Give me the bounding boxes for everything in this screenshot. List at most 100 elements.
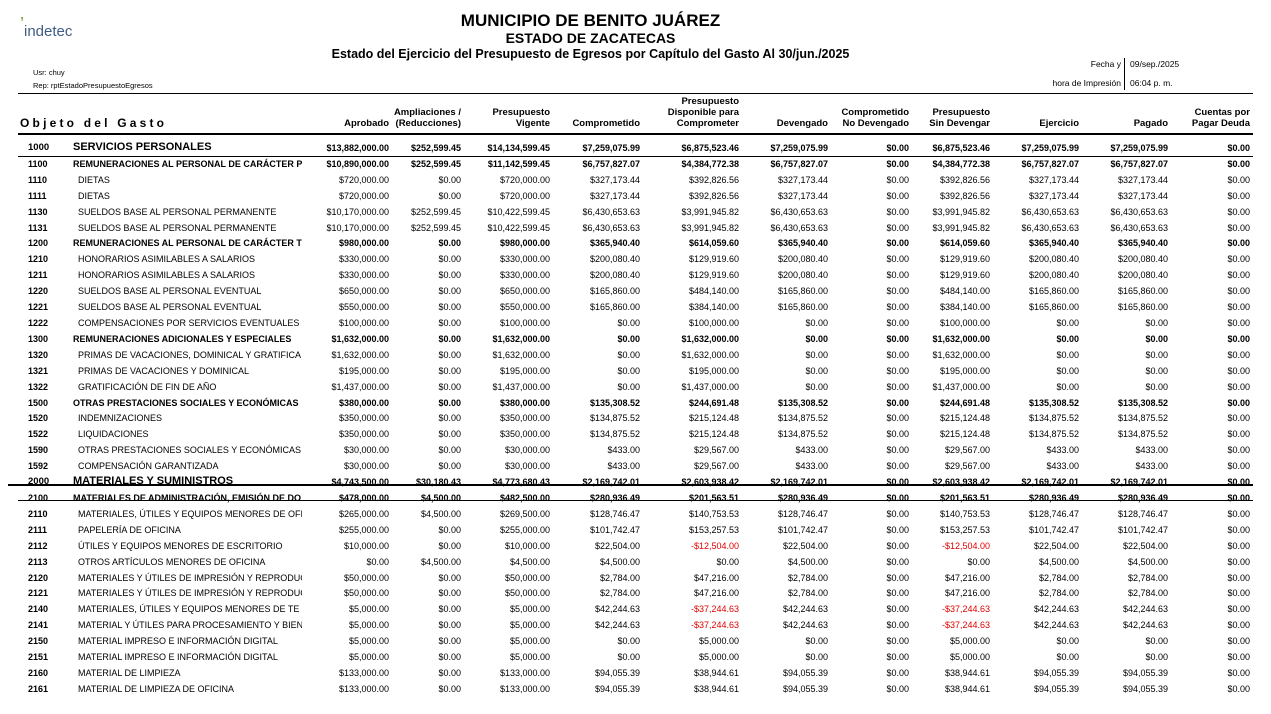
amount: $614,059.60: [688, 238, 739, 249]
account-name: OTROS ARTÍCULOS MENORES DE OFICINA: [78, 556, 266, 567]
amount: $0.00: [438, 429, 461, 440]
amount: $0.00: [438, 174, 461, 185]
amount: $10,000.00: [504, 540, 550, 551]
amount: $0.00: [1227, 572, 1250, 583]
amount: $0.00: [1227, 636, 1250, 647]
amount: $29,567.00: [693, 461, 739, 472]
column-header: Comprometido: [572, 118, 640, 129]
amount: $0.00: [1227, 683, 1250, 694]
amount: $327,173.44: [1028, 174, 1079, 185]
code: 1110: [28, 174, 48, 185]
amount: $5,000.00: [698, 636, 739, 647]
amount: $7,259,075.99: [1021, 143, 1079, 153]
rule: [18, 93, 1253, 94]
amount: $0.00: [617, 365, 640, 376]
amount: $0.00: [886, 349, 909, 360]
code: 2120: [28, 572, 49, 583]
amount: $101,742.47: [1028, 524, 1079, 535]
amount: $1,632,000.00: [331, 333, 389, 344]
amount: $100,000.00: [338, 318, 389, 328]
amount: $42,244.63: [782, 604, 828, 615]
amount: $392,826.56: [688, 190, 739, 201]
amount: $6,757,827.07: [1021, 158, 1079, 169]
amount: $0.00: [1145, 652, 1168, 663]
amount: $94,055.39: [782, 683, 828, 694]
amount: $244,691.48: [939, 397, 990, 408]
amount: $195,000.00: [338, 365, 389, 376]
amount: $0.00: [886, 238, 909, 249]
amount: $0.00: [805, 365, 828, 376]
amount: $0.00: [886, 636, 909, 647]
amount: $30,000.00: [343, 461, 389, 472]
account-name: INDEMNIZACIONES: [78, 413, 163, 424]
amount: $265,000.00: [338, 508, 389, 519]
amount: $22,504.00: [782, 540, 828, 551]
amount: $22,504.00: [594, 540, 640, 551]
account-name: PAPELERÍA DE OFICINA: [78, 524, 181, 535]
amount: $133,000.00: [499, 683, 550, 694]
rule: [8, 484, 1253, 486]
account-name: MATERIALES Y ÚTILES DE IMPRESIÓN Y REPRO…: [78, 588, 302, 599]
amount: $133,000.00: [499, 668, 550, 679]
amount: $0.00: [438, 524, 461, 535]
code: 2160: [28, 668, 49, 679]
amount: $365,940.40: [1117, 238, 1168, 249]
amount: $280,936.49: [1028, 493, 1079, 504]
amount: $0.00: [438, 461, 461, 472]
amount: $0.00: [886, 143, 909, 153]
amount: $165,860.00: [1117, 286, 1168, 297]
amount: $327,173.44: [1117, 174, 1168, 185]
amount: $478,000.00: [338, 493, 389, 504]
amount: $215,124.48: [688, 429, 739, 440]
amount: $433.00: [1046, 445, 1079, 456]
amount: $280,936.49: [589, 493, 640, 504]
amount: $2,784.00: [599, 588, 640, 599]
account-name: OTRAS PRESTACIONES SOCIALES Y ECONÓMICAS: [78, 445, 302, 456]
amount: $392,826.56: [688, 174, 739, 185]
amount: $6,875,523.46: [932, 143, 990, 153]
account-name: SUELDOS BASE AL PERSONAL EVENTUAL: [78, 286, 262, 297]
amount: $0.00: [438, 333, 461, 344]
amount: $5,000.00: [509, 652, 550, 663]
amount: $0.00: [886, 222, 909, 233]
amount: $255,000.00: [499, 524, 550, 535]
amount: $42,244.63: [1122, 620, 1168, 631]
amount: $0.00: [886, 524, 909, 535]
amount: $2,784.00: [1038, 588, 1079, 599]
amount: $0.00: [886, 397, 909, 408]
amount: $0.00: [1145, 365, 1168, 376]
amount: $4,500.00: [599, 556, 640, 567]
amount: $0.00: [1056, 652, 1079, 663]
amount: $5,000.00: [509, 620, 550, 631]
amount: $0.00: [1227, 286, 1250, 297]
amount: $350,000.00: [499, 413, 550, 424]
amount: $365,940.40: [777, 238, 828, 249]
code: 1500: [28, 397, 49, 408]
amount: $1,632,000.00: [681, 349, 739, 360]
amount: $484,140.00: [688, 286, 739, 297]
amount: $614,059.60: [939, 238, 990, 249]
amount: $0.00: [1056, 365, 1079, 376]
amount: $30,000.00: [343, 445, 389, 456]
amount: $94,055.39: [1033, 668, 1079, 679]
amount: $0.00: [1227, 158, 1250, 169]
amount: $5,000.00: [949, 636, 990, 647]
amount: $433.00: [1046, 461, 1079, 472]
amount: -$37,244.63: [941, 620, 990, 631]
account-name: COMPENSACIÓN GARANTIZADA: [78, 461, 219, 472]
code: 1320: [28, 349, 49, 360]
amount: $0.00: [1145, 333, 1168, 344]
date-label: Fecha y: [1090, 59, 1121, 69]
amount: $327,173.44: [1028, 190, 1079, 201]
amount: $392,826.56: [939, 190, 990, 201]
amount: $1,632,000.00: [492, 349, 550, 360]
amount: $153,257.53: [939, 524, 990, 535]
amount: $280,936.49: [1117, 493, 1168, 504]
amount: $327,173.44: [777, 174, 828, 185]
amount: $720,000.00: [338, 190, 389, 201]
code: 1222: [28, 318, 49, 328]
column-header: Ejercicio: [1039, 118, 1079, 129]
amount: $10,170,000.00: [326, 206, 389, 217]
account-name: MATERIAL Y ÚTILES PARA PROCESAMIENTO Y B…: [78, 620, 302, 631]
amount: $0.00: [886, 620, 909, 631]
